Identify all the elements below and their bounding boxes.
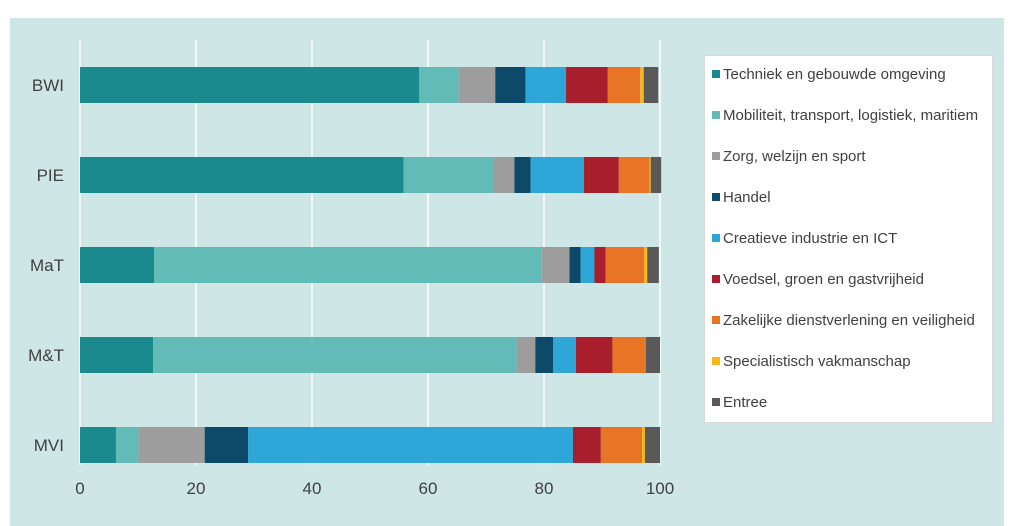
bar-segment xyxy=(594,247,606,283)
bar-segment xyxy=(580,247,595,283)
bar-segment xyxy=(645,337,660,373)
bar-segment xyxy=(650,157,662,193)
bar-segment xyxy=(458,67,496,103)
legend-label: Voedsel, groen en gastvrijheid xyxy=(723,270,924,288)
bar-segment xyxy=(600,427,643,463)
bar-segment xyxy=(403,157,494,193)
bar-segment xyxy=(607,67,641,103)
y-tick-label: BWI xyxy=(32,76,64,95)
y-tick-label: PIE xyxy=(37,166,64,185)
bar-segment xyxy=(80,427,116,463)
legend-swatch xyxy=(712,111,720,119)
x-tick-label: 100 xyxy=(646,479,674,498)
bar-segment xyxy=(569,247,581,283)
y-tick-label: MaT xyxy=(30,256,64,275)
legend-label: Mobiliteit, transport, logistiek, mariti… xyxy=(723,106,979,124)
legend-item: Zorg, welzijn en sport xyxy=(712,146,866,166)
legend-label: Specialistisch vakmanschap xyxy=(723,352,911,370)
bar-segment xyxy=(530,157,585,193)
legend-label: Handel xyxy=(723,188,771,206)
bar-segment xyxy=(643,67,659,103)
bar-segment xyxy=(419,67,459,103)
chart-legend: Techniek en gebouwde omgeving Mobiliteit,… xyxy=(704,55,993,423)
bar-segment xyxy=(204,427,249,463)
bar-segment xyxy=(154,247,542,283)
bar-segment xyxy=(495,67,526,103)
bar-segment xyxy=(553,337,576,373)
bar-segment xyxy=(575,337,613,373)
bar-segment xyxy=(153,337,517,373)
legend-swatch xyxy=(712,152,720,160)
bar-segment xyxy=(525,67,567,103)
x-tick-label: 80 xyxy=(535,479,554,498)
bar-segment xyxy=(535,337,554,373)
legend-label: Entree xyxy=(723,393,768,411)
bar-segment xyxy=(642,427,645,463)
legend-label: Zakelijke dienstverlening en veiligheid xyxy=(723,311,975,329)
legend-item: Techniek en gebouwde omgeving xyxy=(712,64,946,84)
bar-segment xyxy=(644,427,660,463)
legend-item: Voedsel, groen en gastvrijheid xyxy=(712,269,924,289)
bar-segment xyxy=(618,157,650,193)
bar-segment xyxy=(644,337,646,373)
legend-item: Entree xyxy=(712,392,767,412)
bar-segment xyxy=(649,157,651,193)
legend-swatch xyxy=(712,357,720,365)
bar-segment xyxy=(80,247,155,283)
legend-item: Specialistisch vakmanschap xyxy=(712,351,911,371)
bar-segment xyxy=(115,427,139,463)
bar-segment xyxy=(647,247,659,283)
bar-segment xyxy=(605,247,645,283)
legend-swatch xyxy=(712,398,720,406)
legend-label: Creatieve industrie en ICT xyxy=(723,229,898,247)
x-tick-label: 60 xyxy=(419,479,438,498)
bar-segment xyxy=(80,157,404,193)
bar-segment xyxy=(584,157,619,193)
bar-segment xyxy=(573,427,601,463)
legend-label: Techniek en gebouwde omgeving xyxy=(723,65,946,83)
legend-swatch xyxy=(712,234,720,242)
legend-label: Zorg, welzijn en sport xyxy=(723,147,866,165)
legend-swatch xyxy=(712,193,720,201)
legend-item: Mobiliteit, transport, logistiek, mariti… xyxy=(712,105,978,125)
bar-segment xyxy=(566,67,608,103)
bar-segment xyxy=(138,427,205,463)
bar-segment xyxy=(80,337,154,373)
legend-item: Zakelijke dienstverlening en veiligheid xyxy=(712,310,975,330)
bar-segment xyxy=(248,427,573,463)
legend-swatch xyxy=(712,70,720,78)
bar-segment xyxy=(612,337,645,373)
x-tick-label: 20 xyxy=(187,479,206,498)
y-tick-label: MVI xyxy=(34,436,64,455)
bar-segment xyxy=(514,157,531,193)
bar-segment xyxy=(541,247,570,283)
bar-segment xyxy=(644,247,648,283)
bar-segment xyxy=(640,67,644,103)
bar-segment xyxy=(493,157,515,193)
x-tick-label: 40 xyxy=(303,479,322,498)
bar-segment xyxy=(80,67,420,103)
legend-swatch xyxy=(712,316,720,324)
legend-swatch xyxy=(712,275,720,283)
bar-segment xyxy=(516,337,536,373)
y-tick-label: M&T xyxy=(28,346,64,365)
legend-item: Creatieve industrie en ICT xyxy=(712,228,897,248)
x-tick-label: 0 xyxy=(75,479,84,498)
legend-item: Handel xyxy=(712,187,771,207)
